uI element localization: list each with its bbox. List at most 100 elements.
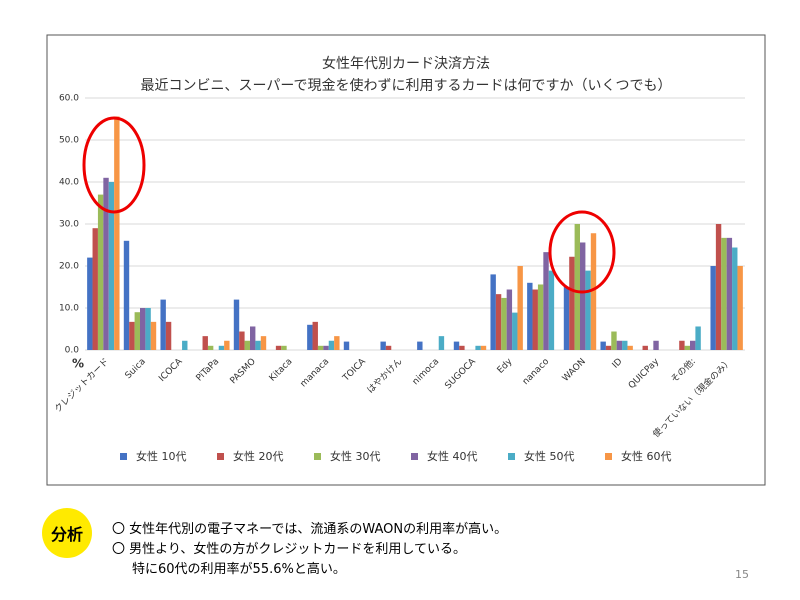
analysis-line: 〇 男性より、女性の方がクレジットカードを利用している。: [112, 542, 466, 557]
x-tick-label: ID: [611, 357, 625, 371]
y-tick-label: 20.0: [59, 262, 79, 272]
bar: [239, 331, 245, 350]
bar: [312, 321, 318, 350]
bar: [453, 341, 460, 350]
bar: [475, 345, 481, 350]
x-tick-label: Kitaca: [268, 357, 295, 384]
bar: [532, 289, 538, 350]
analysis-line: 特に60代の利用率が55.6%と高い。: [132, 562, 346, 577]
x-tick-label: Suica: [124, 357, 148, 381]
bar: [480, 345, 487, 350]
page-number: 15: [735, 568, 749, 581]
bar: [202, 336, 208, 350]
bar: [160, 299, 166, 350]
x-tick-label: ICOCA: [157, 356, 185, 384]
legend-label: 女性 60代: [621, 449, 672, 463]
bar: [737, 266, 743, 350]
bar: [103, 177, 109, 350]
y-label: %: [72, 357, 84, 371]
bar: [622, 340, 628, 350]
bar: [343, 341, 350, 350]
bar: [92, 228, 98, 350]
bar: [182, 340, 188, 350]
bar: [385, 345, 392, 350]
bar: [512, 312, 518, 350]
y-tick-label: 0.0: [65, 346, 80, 356]
y-tick-label: 50.0: [59, 136, 79, 146]
chart: 女性年代別カード決済方法 最近コンビニ、スーパーで現金を使わずに利用するカードは…: [46, 34, 766, 486]
bar: [732, 247, 738, 350]
bar: [684, 345, 690, 350]
bar: [207, 345, 214, 350]
x-tick-label: PiTaPa: [194, 357, 221, 384]
bar: [590, 233, 597, 350]
bar: [108, 182, 115, 350]
bar: [260, 336, 267, 350]
bar: [114, 116, 120, 350]
bar: [140, 308, 146, 350]
analysis-badge: 分析: [42, 508, 92, 558]
bar: [690, 340, 696, 350]
bar: [97, 194, 104, 350]
x-tick-label: QUICPay: [627, 356, 662, 391]
bar: [459, 345, 465, 350]
bar: [605, 345, 612, 350]
highlight: [548, 210, 616, 294]
legend-swatch: [314, 453, 321, 460]
bar: [129, 321, 135, 350]
bar: [417, 341, 423, 350]
x-tick-label: WAON: [561, 357, 588, 384]
bar: [715, 224, 722, 350]
bar: [653, 340, 659, 350]
y-tick-label: 40.0: [59, 178, 79, 188]
bar: [501, 297, 507, 350]
bar: [134, 312, 140, 350]
bar: [506, 289, 513, 350]
y-tick-label: 60.0: [59, 94, 79, 104]
bar: [224, 340, 230, 350]
bar: [250, 326, 256, 350]
bar: [616, 340, 623, 350]
bar: [726, 237, 733, 350]
legend-label: 女性 20代: [233, 449, 284, 463]
x-tick-label: Edy: [496, 356, 515, 375]
bar: [495, 294, 502, 350]
x-tick-label: manaca: [299, 357, 332, 390]
bar: [281, 345, 287, 350]
legend-label: 女性 30代: [330, 449, 381, 463]
bar: [574, 224, 580, 350]
legend-label: 女性 50代: [524, 449, 575, 463]
bar: [548, 270, 555, 350]
bar: [380, 341, 386, 350]
bar: [642, 345, 648, 350]
bar: [438, 336, 445, 350]
legend-swatch: [605, 453, 612, 460]
bar: [334, 336, 340, 350]
bar: [537, 284, 544, 350]
bar: [611, 331, 617, 350]
chart-subtitle: 最近コンビニ、スーパーで現金を使わずに利用するカードは何ですか（いくつでも）: [140, 77, 671, 94]
bar: [679, 340, 685, 350]
legend-swatch: [411, 453, 418, 460]
bar: [710, 266, 716, 350]
legend-swatch: [217, 453, 224, 460]
bar: [145, 308, 151, 350]
bar: [328, 340, 335, 350]
x-tick-label: TOICA: [341, 356, 369, 384]
bar: [317, 345, 324, 350]
bar: [580, 242, 586, 350]
bar: [150, 321, 157, 350]
bar: [255, 340, 261, 350]
chart-title: 女性年代別カード決済方法: [322, 55, 490, 72]
bar: [218, 345, 225, 350]
y-tick-label: 10.0: [59, 304, 79, 314]
bar: [307, 324, 313, 350]
bar: [695, 326, 701, 350]
bar: [627, 345, 633, 350]
bar: [165, 321, 172, 350]
bar: [563, 287, 570, 350]
bar: [87, 257, 93, 350]
bar: [244, 340, 250, 350]
x-tick-label: PASMO: [228, 357, 257, 386]
